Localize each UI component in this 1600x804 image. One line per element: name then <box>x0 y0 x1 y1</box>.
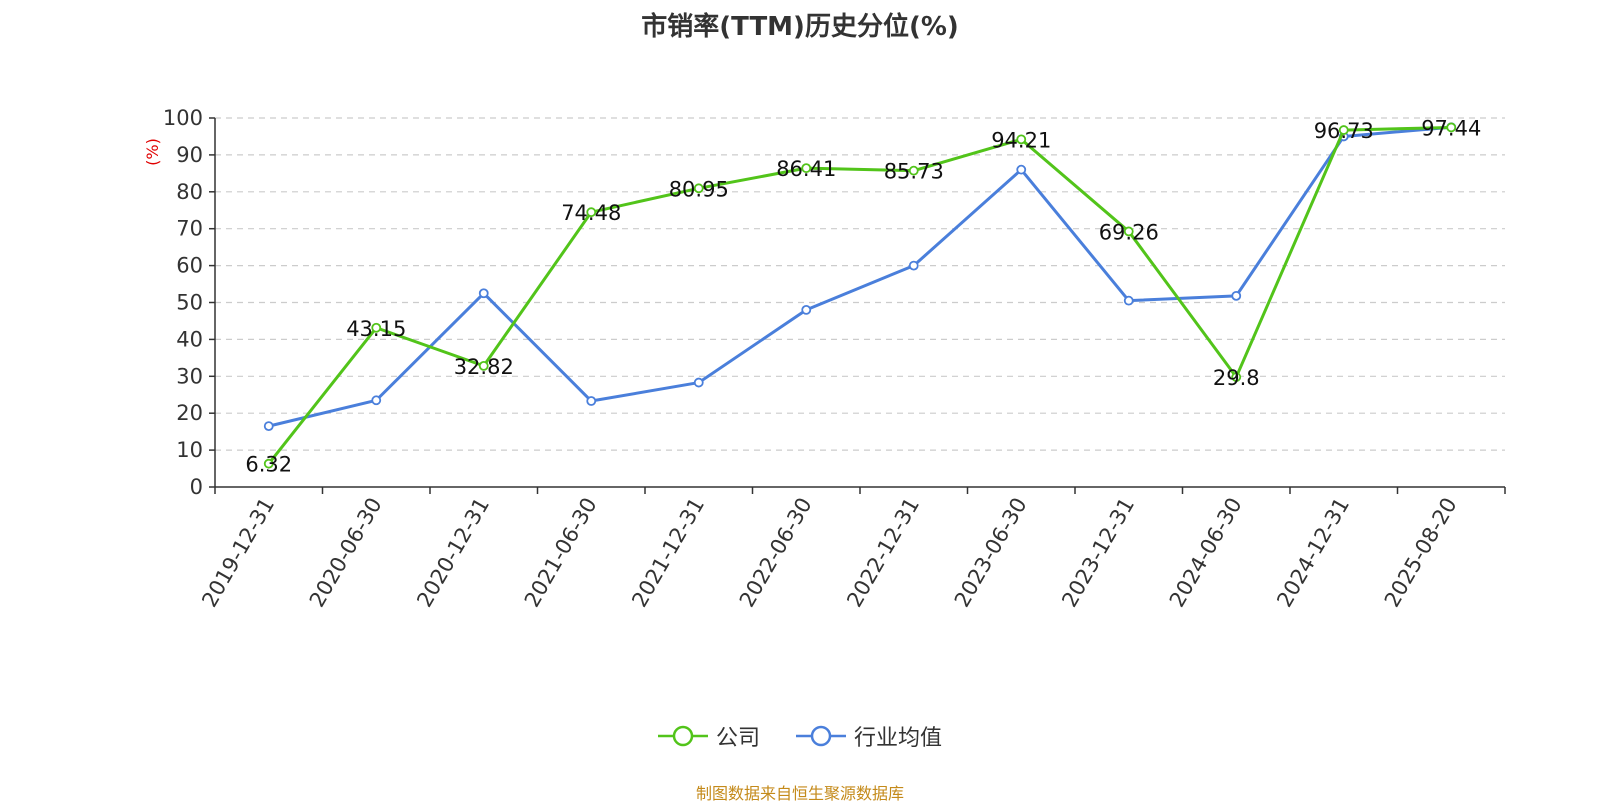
legend-item-company[interactable]: 公司 <box>657 720 760 752</box>
y-tick-label: 60 <box>176 254 203 278</box>
y-tick-label: 30 <box>176 364 203 388</box>
data-point <box>1123 226 1134 237</box>
data-point <box>693 377 704 388</box>
data-point <box>1446 122 1457 133</box>
x-tick-label: 2021-06-30 <box>520 494 602 612</box>
data-point <box>908 260 919 271</box>
data-point <box>478 288 489 299</box>
legend-item-industry-average[interactable]: 行业均值 <box>796 720 942 752</box>
data-label-layer: 6.32 43.15 32.82 74.48 80.95 86.41 85.73 94.21 6… <box>245 116 1481 476</box>
data-label: 43.15 <box>346 317 406 341</box>
data-label: 96.73 <box>1314 119 1374 143</box>
y-tick-label: 80 <box>176 180 203 204</box>
data-label: 6.32 <box>245 453 292 477</box>
y-tick-label: 20 <box>176 401 203 425</box>
y-tick-label: 40 <box>176 327 203 351</box>
data-label: 85.73 <box>884 160 944 184</box>
x-tick-label: 2023-12-31 <box>1057 494 1139 612</box>
axis-layer: 0 10 20 30 40 50 60 70 80 90 100 2019-12-31 2020-06-… <box>163 106 1506 612</box>
data-point <box>801 163 812 174</box>
data-label: 29.8 <box>1213 366 1260 390</box>
legend-line-circle-icon <box>796 725 846 747</box>
data-label: 74.48 <box>561 201 621 225</box>
legend-label-company: 公司 <box>715 726 760 751</box>
legend-line-circle-icon <box>657 725 708 747</box>
x-tick-label: 2020-12-31 <box>412 494 494 612</box>
series-line <box>267 125 1452 465</box>
data-point <box>371 322 382 333</box>
data-point <box>371 395 382 406</box>
y-tick-label: 50 <box>176 291 203 315</box>
x-tick-label: 2022-12-31 <box>842 494 924 612</box>
data-label: 69.26 <box>1099 220 1159 244</box>
x-tick-label: 2020-06-30 <box>305 494 387 612</box>
data-point <box>1231 290 1242 301</box>
data-label: 94.21 <box>991 128 1051 152</box>
data-point <box>801 304 812 315</box>
y-tick-label: 90 <box>176 143 203 167</box>
y-tick-label: 10 <box>176 438 203 462</box>
source-note: 制图数据来自恒生聚源数据库 <box>695 784 904 803</box>
data-point <box>586 396 597 406</box>
y-tick-label: 0 <box>190 475 203 499</box>
x-tick-label: 2022-06-30 <box>735 494 817 612</box>
data-point <box>1016 164 1027 175</box>
data-point <box>263 458 274 469</box>
data-label: 97.44 <box>1421 116 1481 140</box>
data-point <box>908 165 919 176</box>
y-tick-label: 70 <box>176 217 203 241</box>
data-point <box>478 360 489 371</box>
legend: 公司 行业均值 <box>0 720 1600 752</box>
x-tick-label: 2021-12-31 <box>627 494 709 612</box>
y-tick-label: 100 <box>163 106 203 130</box>
grid-layer <box>215 117 1505 451</box>
data-point <box>263 421 274 432</box>
x-tick-label: 2025-08-20 <box>1380 494 1462 612</box>
data-point <box>693 183 704 194</box>
series-line <box>268 125 1452 428</box>
x-tick-label: 2023-06-30 <box>950 494 1032 612</box>
series-layer <box>263 122 1457 469</box>
data-point <box>1016 134 1027 145</box>
x-tick-label: 2024-06-30 <box>1165 494 1247 612</box>
data-point <box>586 207 597 218</box>
data-point <box>1338 125 1349 135</box>
legend-label-industry-average: 行业均值 <box>854 726 943 751</box>
chart-title: 市销率(TTM)历史分位(%) <box>641 12 959 42</box>
data-point <box>1123 295 1134 306</box>
data-label: 32.82 <box>454 355 514 379</box>
data-point <box>1231 372 1242 382</box>
x-tick-label: 2019-12-31 <box>197 494 279 612</box>
data-label: 86.41 <box>776 157 836 181</box>
y-axis-title: (%) <box>143 138 162 166</box>
x-tick-label: 2024-12-31 <box>1272 494 1354 612</box>
data-label: 80.95 <box>669 177 729 201</box>
